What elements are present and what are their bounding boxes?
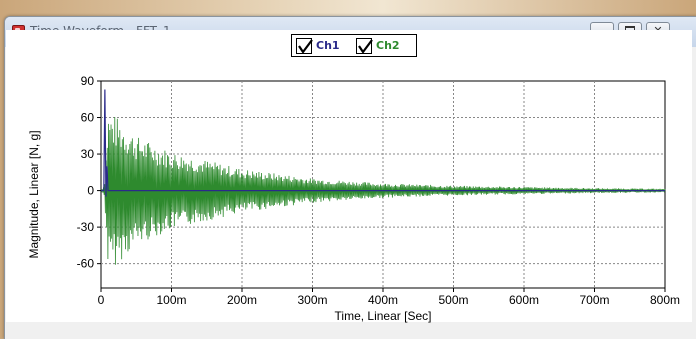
y-tick-label: 0 bbox=[87, 184, 94, 198]
checkmark-icon bbox=[358, 39, 373, 54]
x-tick-label: 800m bbox=[650, 293, 680, 307]
x-tick-label: 300m bbox=[297, 293, 327, 307]
x-tick-label: 200m bbox=[227, 293, 257, 307]
y-axis-label: Magnitude, Linear [N, g] bbox=[27, 130, 41, 258]
y-tick-label: 30 bbox=[81, 147, 95, 161]
legend-label-ch1: Ch1 bbox=[316, 39, 340, 52]
x-tick-label: 100m bbox=[156, 293, 186, 307]
y-tick-label: -60 bbox=[77, 257, 95, 271]
axes: 0 100m 200m 300m 400m 500m 600m 700m 800m -60 -30 0… bbox=[77, 74, 680, 307]
ch1-checkbox[interactable] bbox=[296, 38, 313, 54]
y-tick-label: 90 bbox=[81, 74, 95, 88]
y-tick-label: -30 bbox=[77, 220, 95, 234]
series-ch2-line bbox=[100, 116, 666, 265]
y-tick-label: 60 bbox=[81, 111, 95, 125]
x-tick-label: 500m bbox=[438, 293, 468, 307]
grid-lines bbox=[101, 81, 665, 288]
legend-label-ch2: Ch2 bbox=[376, 39, 400, 52]
x-tick-label: 0 bbox=[98, 293, 105, 307]
x-axis-label: Time, Linear [Sec] bbox=[335, 309, 432, 323]
x-tick-label: 400m bbox=[368, 293, 398, 307]
series-layer bbox=[100, 89, 666, 265]
checkmark-icon bbox=[298, 39, 313, 54]
legend: Ch1 Ch2 bbox=[291, 34, 417, 57]
ch2-checkbox[interactable] bbox=[356, 38, 373, 54]
x-tick-label: 600m bbox=[509, 293, 539, 307]
series-ch1-line bbox=[101, 89, 665, 197]
x-tick-label: 700m bbox=[579, 293, 609, 307]
